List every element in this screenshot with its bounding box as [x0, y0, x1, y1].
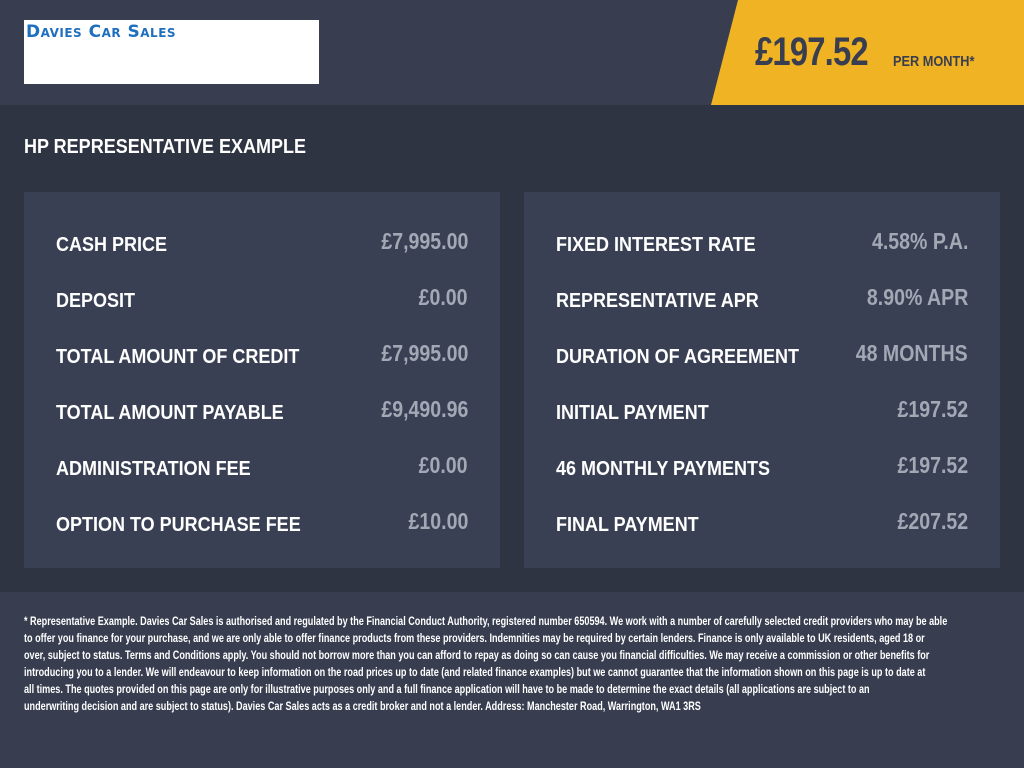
per-month-label: PER MONTH*: [893, 53, 975, 70]
monthly-price: £197.52: [755, 30, 869, 74]
disclaimer-line: over, subject to status. Terms and Condi…: [24, 650, 930, 662]
right-panel: FIXED INTEREST RATE 4.58% P.A. REPRESENTAT…: [524, 192, 1000, 568]
row-value: £197.52: [897, 452, 968, 478]
finance-row: TOTAL AMOUNT OF CREDIT £7,995.00: [56, 340, 468, 370]
finance-row: TOTAL AMOUNT PAYABLE £9,490.96: [56, 396, 468, 426]
finance-row: CASH PRICE £7,995.00: [56, 228, 468, 258]
row-value: £197.52: [897, 396, 968, 422]
disclaimer-line: introducing you to a lender. We will end…: [24, 667, 926, 679]
row-label: TOTAL AMOUNT PAYABLE: [56, 402, 284, 424]
row-value: 48 MONTHS: [856, 340, 968, 366]
finance-row: DURATION OF AGREEMENT 48 MONTHS: [556, 340, 968, 370]
row-value: £9,490.96: [381, 396, 468, 422]
finance-row: REPRESENTATIVE APR 8.90% APR: [556, 284, 968, 314]
row-label: TOTAL AMOUNT OF CREDIT: [56, 346, 300, 368]
row-label: ADMINISTRATION FEE: [56, 458, 251, 480]
finance-row: ADMINISTRATION FEE £0.00: [56, 452, 468, 482]
header: Davies Car Sales £197.52 PER MONTH*: [0, 0, 1024, 105]
row-value: £10.00: [408, 508, 468, 534]
disclaimer-line: underwriting decision and are subject to…: [24, 701, 701, 713]
row-label: FIXED INTEREST RATE: [556, 234, 756, 256]
row-label: DURATION OF AGREEMENT: [556, 346, 799, 368]
row-value: £207.52: [897, 508, 968, 534]
finance-row: FIXED INTEREST RATE 4.58% P.A.: [556, 228, 968, 258]
footer-disclaimer: * Representative Example. Davies Car Sal…: [0, 592, 1024, 768]
finance-row: OPTION TO PURCHASE FEE £10.00: [56, 508, 468, 538]
row-value: £0.00: [419, 284, 468, 310]
finance-row: 46 MONTHLY PAYMENTS £197.52: [556, 452, 968, 482]
row-label: OPTION TO PURCHASE FEE: [56, 514, 301, 536]
finance-row: INITIAL PAYMENT £197.52: [556, 396, 968, 426]
finance-row: DEPOSIT £0.00: [56, 284, 468, 314]
finance-row: FINAL PAYMENT £207.52: [556, 508, 968, 538]
section-title: HP REPRESENTATIVE EXAMPLE: [24, 136, 307, 158]
disclaimer-line: * Representative Example. Davies Car Sal…: [24, 616, 948, 628]
row-value: £7,995.00: [381, 340, 468, 366]
left-panel: CASH PRICE £7,995.00 DEPOSIT £0.00 TOTAL AMO…: [24, 192, 500, 568]
row-label: DEPOSIT: [56, 290, 136, 312]
row-label: REPRESENTATIVE APR: [556, 290, 759, 312]
row-label: 46 MONTHLY PAYMENTS: [556, 458, 771, 480]
disclaimer-line: to offer you finance for your purchase, …: [24, 633, 925, 645]
monthly-price-badge: [711, 0, 1024, 105]
disclaimer-line: all times. The quotes provided on this p…: [24, 684, 870, 696]
logo-text: Davies Car Sales: [26, 22, 177, 42]
row-value: 8.90% APR: [866, 284, 968, 310]
row-value: £0.00: [419, 452, 468, 478]
row-label: INITIAL PAYMENT: [556, 402, 709, 424]
row-value: 4.58% P.A.: [871, 228, 968, 254]
row-label: CASH PRICE: [56, 234, 168, 256]
row-label: FINAL PAYMENT: [556, 514, 699, 536]
logo[interactable]: Davies Car Sales: [24, 20, 319, 84]
row-value: £7,995.00: [381, 228, 468, 254]
